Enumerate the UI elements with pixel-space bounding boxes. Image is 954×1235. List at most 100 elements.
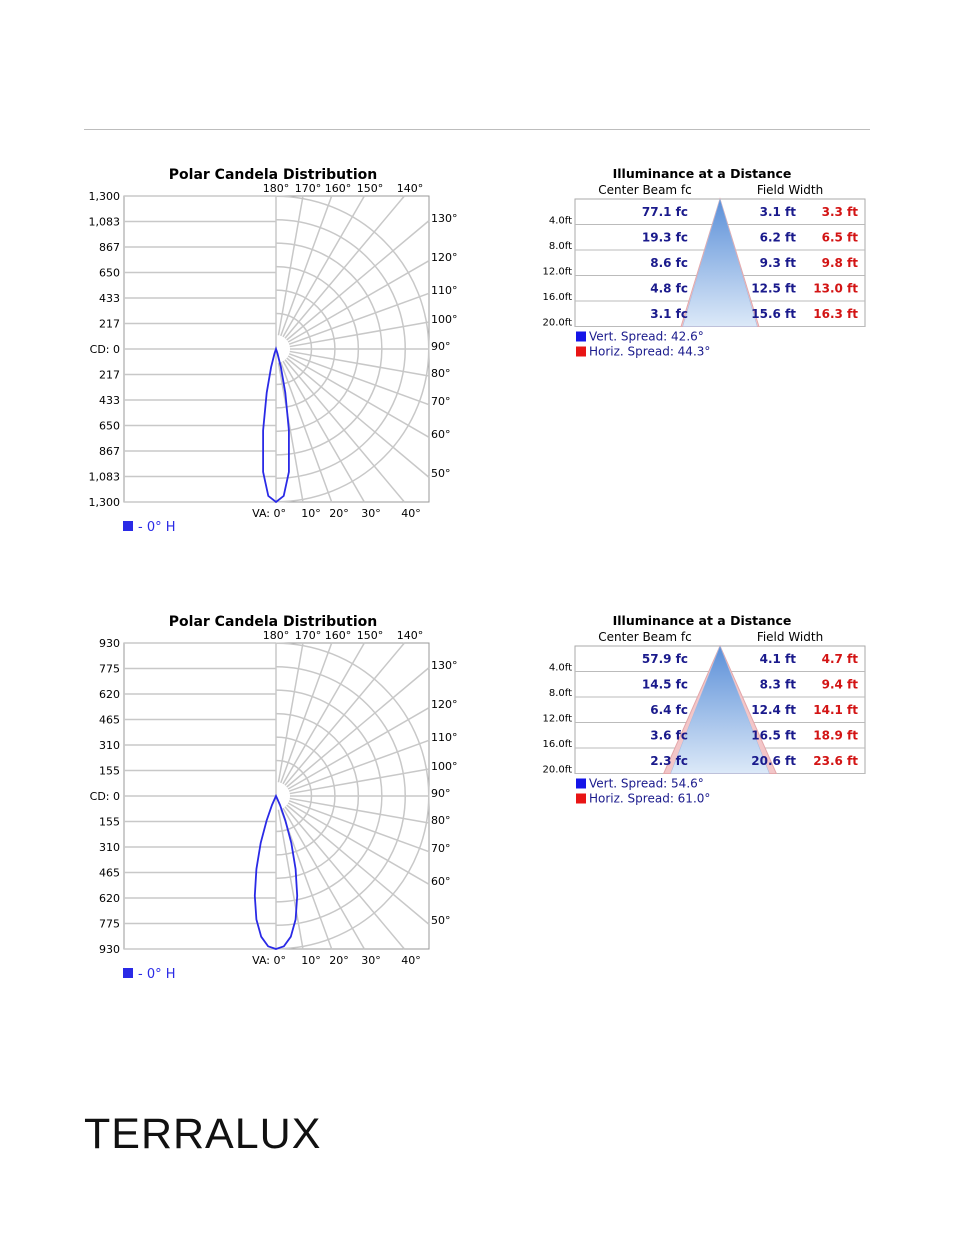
y-tick-label: 1,083: [89, 216, 121, 229]
brand-logo: TERRALUX: [84, 1110, 322, 1158]
polar-spoke: [286, 220, 430, 341]
right-angle-label: 120°: [431, 251, 458, 264]
y-tick-label: 217: [99, 318, 120, 331]
horiz-field-width: 23.6 ft: [813, 754, 858, 768]
polar-spoke: [289, 797, 430, 824]
y-tick-label: 650: [99, 420, 120, 433]
polar-spoke: [277, 809, 304, 950]
polar-chart-1: Polar Candela Distribution 1,300 1,083 867 6…: [80, 164, 460, 544]
polar-spoke: [289, 321, 430, 348]
vert-spread-label: Vert. Spread: 54.6°: [589, 777, 704, 791]
vert-spread-cone: [682, 198, 758, 327]
col-center-beam: Center Beam fc: [598, 630, 692, 644]
right-angle-label: 90°: [431, 787, 451, 800]
bottom-angle-label: 30°: [361, 507, 381, 520]
polar-spoke: [282, 195, 365, 338]
polar-spoke: [287, 260, 430, 343]
top-angle-label: 140°: [397, 629, 424, 642]
bottom-angle-label: 20°: [329, 954, 349, 967]
distance-label: 20.0ft: [542, 765, 572, 776]
right-angle-label: 80°: [431, 367, 451, 380]
bottom-angle-label: 40°: [401, 954, 421, 967]
polar-spoke: [277, 195, 304, 336]
center-beam-fc: 3.1 fc: [650, 307, 688, 321]
polar-spoke: [280, 642, 333, 784]
polar-spoke: [288, 739, 430, 792]
y-tick-label: 867: [99, 445, 120, 458]
center-beam-fc: 14.5 fc: [642, 678, 688, 692]
bottom-angle-label: 10°: [301, 507, 321, 520]
y-tick-label: 650: [99, 267, 120, 280]
vert-field-width: 20.6 ft: [751, 754, 796, 768]
distance-label: 12.0ft: [542, 267, 572, 278]
y-tick-label: 217: [99, 369, 120, 382]
y-tick-label: 310: [99, 739, 120, 752]
distance-label: 20.0ft: [542, 318, 572, 329]
polar-spoke: [289, 768, 430, 795]
vert-field-width: 6.2 ft: [760, 231, 797, 245]
top-angle-label: 170°: [295, 182, 322, 195]
va-label: VA: 0°: [252, 954, 286, 967]
legend-swatch: [123, 521, 133, 531]
top-angle-label: 170°: [295, 629, 322, 642]
right-angle-label: 100°: [431, 760, 458, 773]
illuminance-title: Illuminance at a Distance: [613, 613, 792, 628]
y-tick-label: 433: [99, 292, 120, 305]
distance-label: 4.0ft: [549, 663, 572, 674]
polar-spoke: [288, 353, 430, 406]
center-beam-fc: 8.6 fc: [650, 256, 688, 270]
polar-spoke: [280, 195, 333, 337]
right-angle-label: 70°: [431, 842, 451, 855]
right-angle-label: 90°: [431, 340, 451, 353]
right-angle-label: 100°: [431, 313, 458, 326]
top-angle-label: 160°: [325, 182, 352, 195]
polar-spoke: [277, 362, 304, 503]
right-angle-label: 70°: [431, 395, 451, 408]
horiz-legend-swatch: [576, 793, 586, 804]
bottom-angle-label: 40°: [401, 507, 421, 520]
horiz-field-width: 14.1 ft: [813, 703, 858, 717]
horiz-field-width: 9.4 ft: [822, 678, 859, 692]
top-angle-label: 160°: [325, 629, 352, 642]
vert-field-width: 8.3 ft: [760, 678, 797, 692]
series-curve: [253, 793, 299, 950]
y-tick-label: 155: [99, 765, 120, 778]
polar-spoke: [288, 800, 430, 853]
center-beam-fc: 77.1 fc: [642, 205, 688, 219]
y-tick-label: CD: 0: [90, 343, 120, 356]
polar-spoke: [282, 642, 365, 785]
right-angle-label: 110°: [431, 731, 458, 744]
center-beam-fc: 2.3 fc: [650, 754, 688, 768]
y-tick-label: 775: [99, 918, 120, 931]
vert-field-width: 16.5 ft: [751, 729, 796, 743]
right-angle-label: 120°: [431, 698, 458, 711]
illuminance-chart-1: Illuminance at a Distance Center Beam fc F…: [540, 164, 880, 374]
polar-svg: Polar Candela Distribution 1,300 1,083 867 6…: [89, 167, 458, 535]
va-label: VA: 0°: [252, 507, 286, 520]
horiz-field-width: 9.8 ft: [822, 256, 859, 270]
polar-spoke: [282, 807, 365, 950]
y-tick-label: 620: [99, 688, 120, 701]
distance-label: 16.0ft: [542, 292, 572, 303]
polar-spoke: [286, 357, 430, 478]
polar-title: Polar Candela Distribution: [169, 614, 377, 630]
y-tick-label: 1,300: [89, 496, 121, 509]
y-tick-label: 930: [99, 943, 120, 956]
y-tick-label: 867: [99, 241, 120, 254]
horiz-field-width: 13.0 ft: [813, 282, 858, 296]
vert-field-width: 3.1 ft: [760, 205, 797, 219]
polar-spoke: [284, 195, 405, 339]
y-tick-label: 775: [99, 663, 120, 676]
vert-field-width: 12.4 ft: [751, 703, 796, 717]
y-tick-label: 1,083: [89, 471, 121, 484]
distance-label: 8.0ft: [549, 688, 572, 699]
vert-spread-cone: [670, 645, 770, 774]
right-angle-label: 80°: [431, 814, 451, 827]
distance-label: 16.0ft: [542, 739, 572, 750]
top-angle-label: 150°: [357, 629, 384, 642]
right-angle-label: 130°: [431, 659, 458, 672]
top-angle-label: 140°: [397, 182, 424, 195]
illuminance-chart-2: Illuminance at a Distance Center Beam fc F…: [540, 611, 880, 821]
y-tick-label: 1,300: [89, 190, 121, 203]
vert-spread-label: Vert. Spread: 42.6°: [589, 330, 704, 344]
